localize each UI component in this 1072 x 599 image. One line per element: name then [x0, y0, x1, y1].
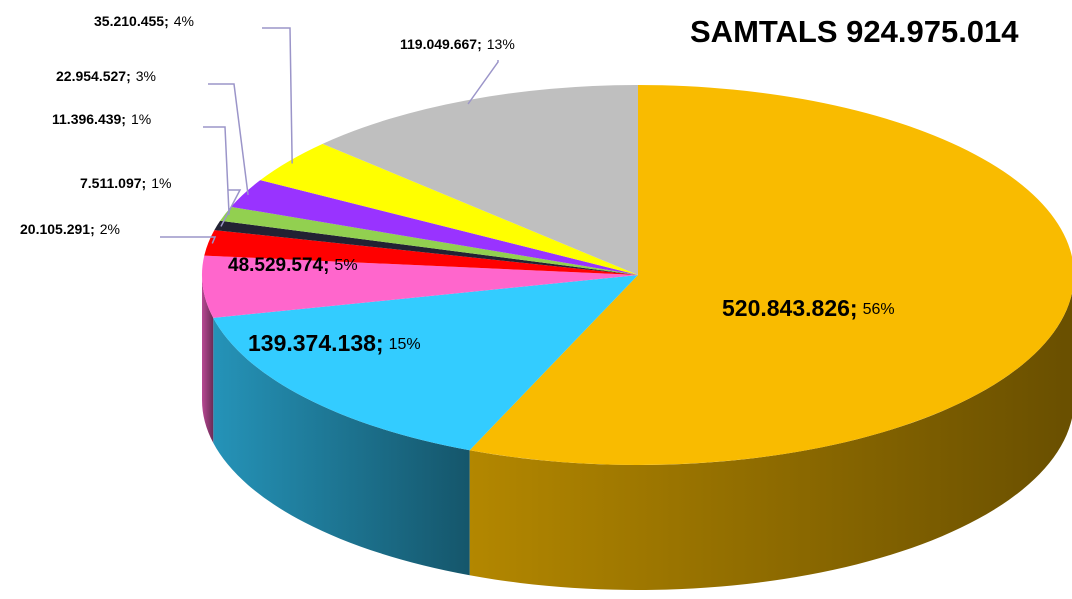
data-label-percent: 4% — [174, 13, 194, 29]
data-label-percent: 1% — [131, 111, 151, 127]
data-label-percent: 56% — [863, 301, 895, 318]
slice — [202, 255, 638, 318]
data-label-separator: ; — [126, 68, 131, 84]
slice — [204, 230, 638, 275]
data-label-separator: ; — [90, 221, 95, 237]
data-label-value: 35.210.455 — [94, 13, 164, 29]
data-label-value: 7.511.097 — [80, 175, 142, 191]
leader-line — [220, 189, 242, 227]
chart-title: SAMTALS 924.975.014 — [690, 14, 1019, 49]
data-label-value: 20.105.291 — [20, 221, 90, 237]
data-label-value: 48.529.574 — [228, 255, 324, 276]
slice-side — [213, 317, 470, 576]
leader-line — [203, 126, 230, 216]
data-label-value: 139.374.138 — [248, 330, 376, 356]
data-label: 22.954.527; 3% — [56, 68, 156, 84]
leader-line — [208, 83, 249, 196]
slice — [231, 180, 638, 275]
data-label-percent: 15% — [389, 336, 421, 353]
data-label-separator: ; — [121, 111, 126, 127]
data-label-percent: 5% — [334, 257, 357, 274]
slice — [260, 143, 638, 275]
data-label: 11.396.439; 1% — [52, 111, 151, 127]
data-label-value: 22.954.527 — [56, 68, 126, 84]
data-label-percent: 2% — [100, 221, 120, 237]
data-label-value: 119.049.667 — [400, 36, 477, 52]
data-label: 20.105.291; 2% — [20, 221, 120, 237]
data-label-separator: ; — [142, 175, 147, 191]
data-label-percent: 1% — [151, 175, 171, 191]
slice-side — [469, 292, 1072, 590]
data-label: 139.374.138; 15% — [248, 330, 421, 356]
slice — [220, 206, 638, 275]
data-label-separator: ; — [323, 255, 329, 276]
slice-side — [202, 275, 214, 443]
data-label-value: 11.396.439 — [52, 111, 122, 127]
data-label: 119.049.667; 13% — [400, 36, 515, 52]
data-label: 35.210.455; 4% — [94, 13, 194, 29]
slice — [469, 85, 1072, 465]
data-label: 520.843.826; 56% — [722, 295, 895, 321]
data-label-percent: 3% — [136, 68, 156, 84]
leader-line — [160, 236, 217, 244]
data-label-value: 520.843.826 — [722, 295, 850, 321]
data-label-percent: 13% — [487, 36, 515, 52]
slice — [213, 275, 638, 451]
data-label: 7.511.097; 1% — [80, 175, 171, 191]
data-label-separator: ; — [850, 295, 858, 321]
slice — [322, 85, 638, 275]
data-label: 48.529.574; 5% — [228, 255, 358, 276]
data-label-separator: ; — [164, 13, 169, 29]
slice — [214, 220, 639, 275]
leader-line — [467, 60, 499, 105]
data-label-separator: ; — [477, 36, 482, 52]
data-label-separator: ; — [376, 330, 384, 356]
leader-line — [262, 27, 293, 164]
